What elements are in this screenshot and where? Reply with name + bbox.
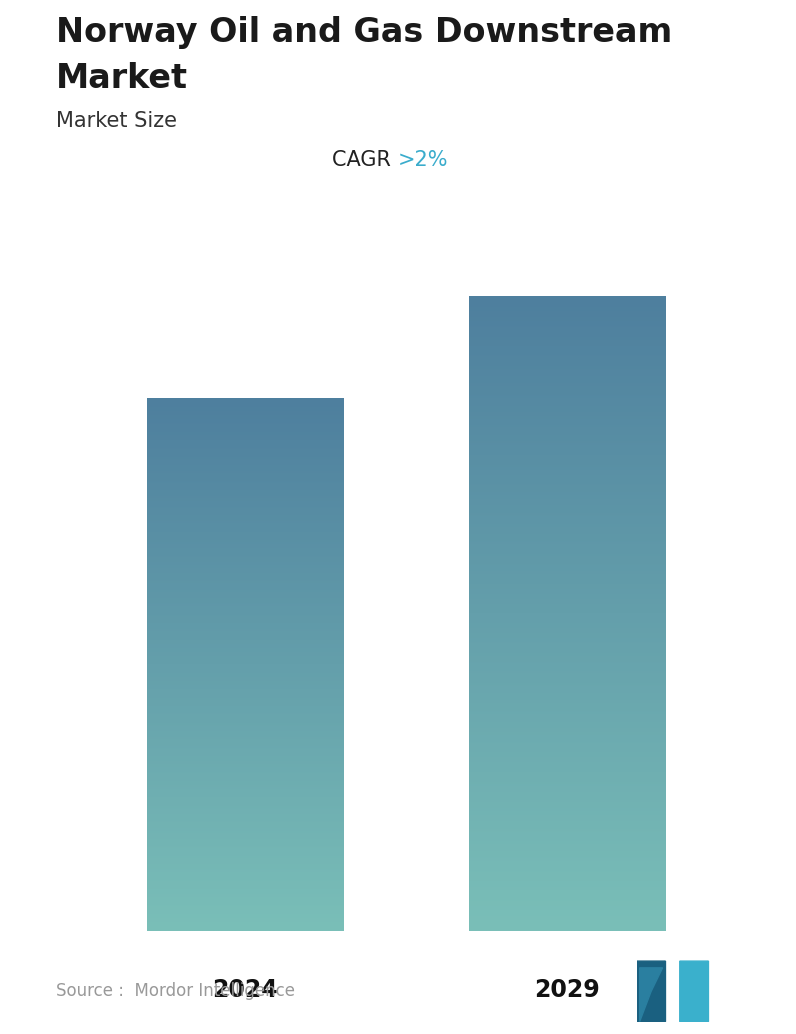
Text: Market Size: Market Size [56, 111, 177, 130]
Text: CAGR: CAGR [333, 150, 398, 170]
Text: >2%: >2% [398, 150, 448, 170]
Polygon shape [640, 968, 662, 1022]
Text: Market: Market [56, 62, 188, 95]
Text: Source :  Mordor Intelligence: Source : Mordor Intelligence [56, 981, 295, 1000]
Polygon shape [637, 962, 665, 1022]
Text: 2029: 2029 [534, 978, 600, 1002]
Polygon shape [680, 962, 708, 1022]
Text: 2024: 2024 [212, 978, 278, 1002]
Polygon shape [680, 962, 708, 1022]
Polygon shape [637, 962, 665, 1022]
Text: Norway Oil and Gas Downstream: Norway Oil and Gas Downstream [56, 16, 672, 49]
